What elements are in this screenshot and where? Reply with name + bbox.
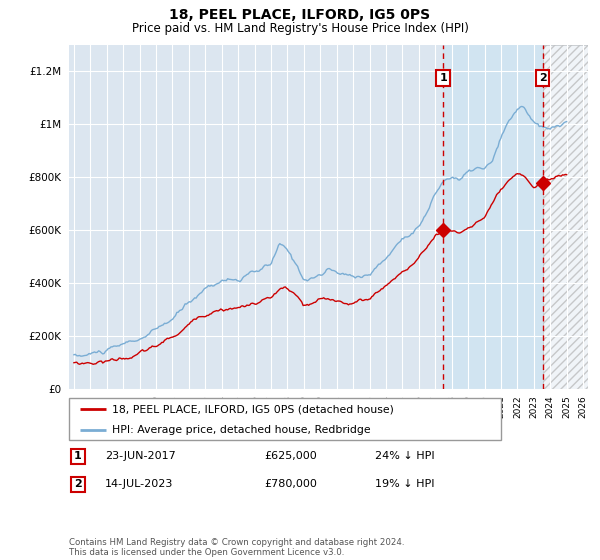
Text: 2: 2 [539, 73, 547, 83]
Text: 1: 1 [74, 451, 82, 461]
Text: 1: 1 [439, 73, 447, 83]
Text: 2: 2 [74, 479, 82, 489]
Text: 23-JUN-2017: 23-JUN-2017 [105, 451, 176, 461]
Text: 24% ↓ HPI: 24% ↓ HPI [375, 451, 434, 461]
Text: Contains HM Land Registry data © Crown copyright and database right 2024.
This d: Contains HM Land Registry data © Crown c… [69, 538, 404, 557]
Text: 14-JUL-2023: 14-JUL-2023 [105, 479, 173, 489]
Text: £625,000: £625,000 [264, 451, 317, 461]
Bar [443, 45, 542, 389]
Text: 18, PEEL PLACE, ILFORD, IG5 0PS: 18, PEEL PLACE, ILFORD, IG5 0PS [169, 8, 431, 22]
FancyBboxPatch shape [69, 398, 501, 440]
Text: 19% ↓ HPI: 19% ↓ HPI [375, 479, 434, 489]
Text: 18, PEEL PLACE, ILFORD, IG5 0PS (detached house): 18, PEEL PLACE, ILFORD, IG5 0PS (detache… [112, 404, 394, 414]
Bar [542, 45, 588, 389]
Text: Price paid vs. HM Land Registry's House Price Index (HPI): Price paid vs. HM Land Registry's House … [131, 22, 469, 35]
Text: £780,000: £780,000 [264, 479, 317, 489]
Text: HPI: Average price, detached house, Redbridge: HPI: Average price, detached house, Redb… [112, 426, 371, 435]
